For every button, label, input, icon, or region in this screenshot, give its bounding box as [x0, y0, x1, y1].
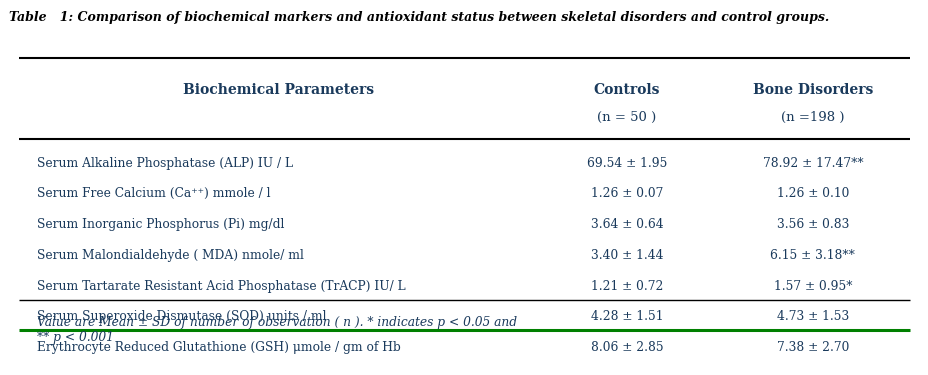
Text: 3.64 ± 0.64: 3.64 ± 0.64 [590, 218, 663, 231]
Text: Serum Inorganic Phosphorus (Pi) mg/dl: Serum Inorganic Phosphorus (Pi) mg/dl [37, 218, 284, 231]
Text: Serum Superoxide Dismutase (SOD) units / ml: Serum Superoxide Dismutase (SOD) units /… [37, 310, 327, 323]
Text: 1.26 ± 0.10: 1.26 ± 0.10 [776, 188, 848, 200]
Text: 1.21 ± 0.72: 1.21 ± 0.72 [590, 280, 663, 292]
Text: Table   1: Comparison of biochemical markers and antioxidant status between skel: Table 1: Comparison of biochemical marke… [9, 11, 829, 24]
Text: 69.54 ± 1.95: 69.54 ± 1.95 [586, 157, 666, 170]
Text: 1.26 ± 0.07: 1.26 ± 0.07 [590, 188, 663, 200]
Text: 4.28 ± 1.51: 4.28 ± 1.51 [590, 310, 663, 323]
Text: Serum Malondialdehyde ( MDA) nmole/ ml: Serum Malondialdehyde ( MDA) nmole/ ml [37, 249, 303, 262]
Text: Serum Free Calcium (Ca⁺⁺) mmole / l: Serum Free Calcium (Ca⁺⁺) mmole / l [37, 188, 270, 200]
Text: Erythrocyte Reduced Glutathione (GSH) μmole / gm of Hb: Erythrocyte Reduced Glutathione (GSH) μm… [37, 341, 401, 354]
Text: 6.15 ± 3.18**: 6.15 ± 3.18** [769, 249, 855, 262]
Text: 4.73 ± 1.53: 4.73 ± 1.53 [776, 310, 848, 323]
Text: Value are Mean ± SD of number of observation ( n ). * indicates p < 0.05 and
** : Value are Mean ± SD of number of observa… [37, 316, 517, 344]
Text: Biochemical Parameters: Biochemical Parameters [183, 83, 374, 97]
Text: 8.06 ± 2.85: 8.06 ± 2.85 [590, 341, 663, 354]
Text: Bone Disorders: Bone Disorders [752, 83, 872, 97]
Text: 7.38 ± 2.70: 7.38 ± 2.70 [776, 341, 848, 354]
Text: (n =198 ): (n =198 ) [780, 111, 844, 123]
Text: 1.57 ± 0.95*: 1.57 ± 0.95* [773, 280, 851, 292]
Text: (n = 50 ): (n = 50 ) [597, 111, 656, 123]
Text: 3.40 ± 1.44: 3.40 ± 1.44 [590, 249, 663, 262]
Text: 78.92 ± 17.47**: 78.92 ± 17.47** [762, 157, 862, 170]
Text: Serum Tartarate Resistant Acid Phosphatase (TrACP) IU/ L: Serum Tartarate Resistant Acid Phosphata… [37, 280, 406, 292]
Text: Serum Alkaline Phosphatase (ALP) IU / L: Serum Alkaline Phosphatase (ALP) IU / L [37, 157, 293, 170]
Text: Controls: Controls [593, 83, 660, 97]
Text: 3.56 ± 0.83: 3.56 ± 0.83 [776, 218, 848, 231]
